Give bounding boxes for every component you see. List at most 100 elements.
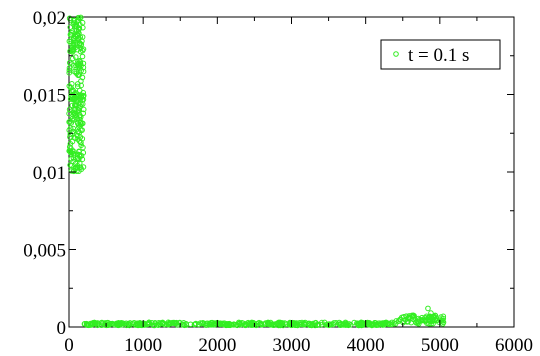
data-point — [201, 321, 207, 327]
data-point — [76, 95, 83, 101]
series-points — [66, 14, 447, 329]
x-tick-label: 1000 — [124, 335, 162, 356]
data-point — [171, 319, 177, 326]
data-point — [146, 319, 152, 326]
data-point — [98, 322, 105, 329]
data-point — [138, 322, 145, 328]
data-point — [337, 322, 344, 329]
data-point — [424, 320, 430, 326]
data-point — [78, 94, 84, 100]
x-tick-label: 4000 — [347, 335, 385, 356]
data-point — [76, 156, 82, 163]
y-tick-label: 0,01 — [33, 163, 66, 184]
data-point — [67, 118, 73, 125]
x-tick-label: 0 — [64, 335, 74, 356]
data-point — [118, 320, 125, 326]
data-point — [256, 319, 262, 326]
y-tick-label: 0,02 — [33, 8, 66, 29]
data-point — [389, 321, 395, 328]
data-point — [66, 144, 73, 150]
data-point — [403, 313, 410, 319]
data-point — [428, 310, 434, 316]
data-point — [80, 89, 87, 96]
data-point — [70, 158, 76, 165]
data-point — [109, 320, 116, 327]
data-point — [203, 322, 210, 328]
data-point — [74, 168, 80, 174]
axes: 0 1000 2000 3000 4000 5000 6000 0 0,005 0,01 0,015… — [23, 8, 533, 356]
data-point — [68, 85, 74, 91]
data-point — [75, 58, 81, 65]
data-point — [115, 320, 122, 327]
data-point — [66, 67, 73, 74]
x-tick-label: 5000 — [421, 335, 459, 356]
x-tick-label: 6000 — [495, 335, 533, 356]
data-point — [81, 321, 88, 327]
data-point — [440, 321, 446, 327]
data-point — [220, 321, 227, 328]
data-point — [77, 65, 83, 72]
data-point — [79, 120, 86, 127]
data-point — [67, 17, 74, 23]
data-point — [351, 319, 358, 326]
data-point — [151, 322, 158, 329]
data-point — [67, 162, 73, 168]
data-point — [382, 320, 389, 326]
data-point — [67, 141, 74, 147]
data-point — [76, 25, 83, 32]
data-point — [75, 128, 81, 135]
data-point — [99, 319, 105, 326]
data-point — [265, 321, 271, 327]
data-point — [80, 110, 87, 117]
data-point — [66, 127, 73, 134]
data-point — [223, 322, 229, 329]
data-point — [74, 162, 81, 169]
data-point — [309, 322, 315, 329]
data-point — [402, 316, 409, 323]
data-point — [392, 320, 399, 327]
data-point — [209, 319, 216, 326]
data-point — [68, 168, 75, 174]
data-point — [71, 152, 78, 158]
data-point — [265, 319, 271, 326]
data-point — [70, 21, 77, 27]
data-point — [306, 322, 313, 328]
data-point — [375, 322, 382, 328]
data-point — [195, 321, 202, 328]
data-point — [74, 83, 81, 90]
data-point — [75, 72, 82, 79]
data-point — [226, 321, 233, 328]
data-point — [411, 313, 417, 319]
data-point — [283, 321, 290, 328]
data-point — [73, 68, 79, 75]
data-point — [411, 314, 417, 321]
data-point — [438, 317, 445, 324]
data-point — [165, 319, 172, 326]
data-point — [71, 116, 78, 123]
data-point — [319, 319, 325, 326]
data-point — [241, 321, 248, 328]
data-point — [70, 155, 77, 161]
data-point — [80, 68, 87, 75]
data-point — [80, 60, 87, 67]
legend-label: t = 0.1 s — [408, 45, 469, 66]
data-point — [363, 320, 370, 326]
data-point — [71, 20, 78, 26]
data-point — [72, 33, 79, 39]
data-point — [173, 320, 180, 326]
y-tick-label: 0 — [57, 318, 67, 339]
legend-box — [380, 39, 501, 70]
data-point — [123, 322, 130, 329]
data-point — [176, 319, 183, 326]
data-point — [77, 153, 83, 160]
data-point — [413, 320, 420, 326]
data-point — [181, 322, 188, 329]
data-point — [79, 53, 86, 60]
data-point — [247, 320, 253, 327]
data-point — [71, 17, 77, 24]
data-point — [425, 305, 431, 312]
data-point — [72, 54, 79, 60]
data-point — [431, 314, 437, 321]
data-point — [78, 82, 84, 89]
data-point — [69, 61, 75, 67]
